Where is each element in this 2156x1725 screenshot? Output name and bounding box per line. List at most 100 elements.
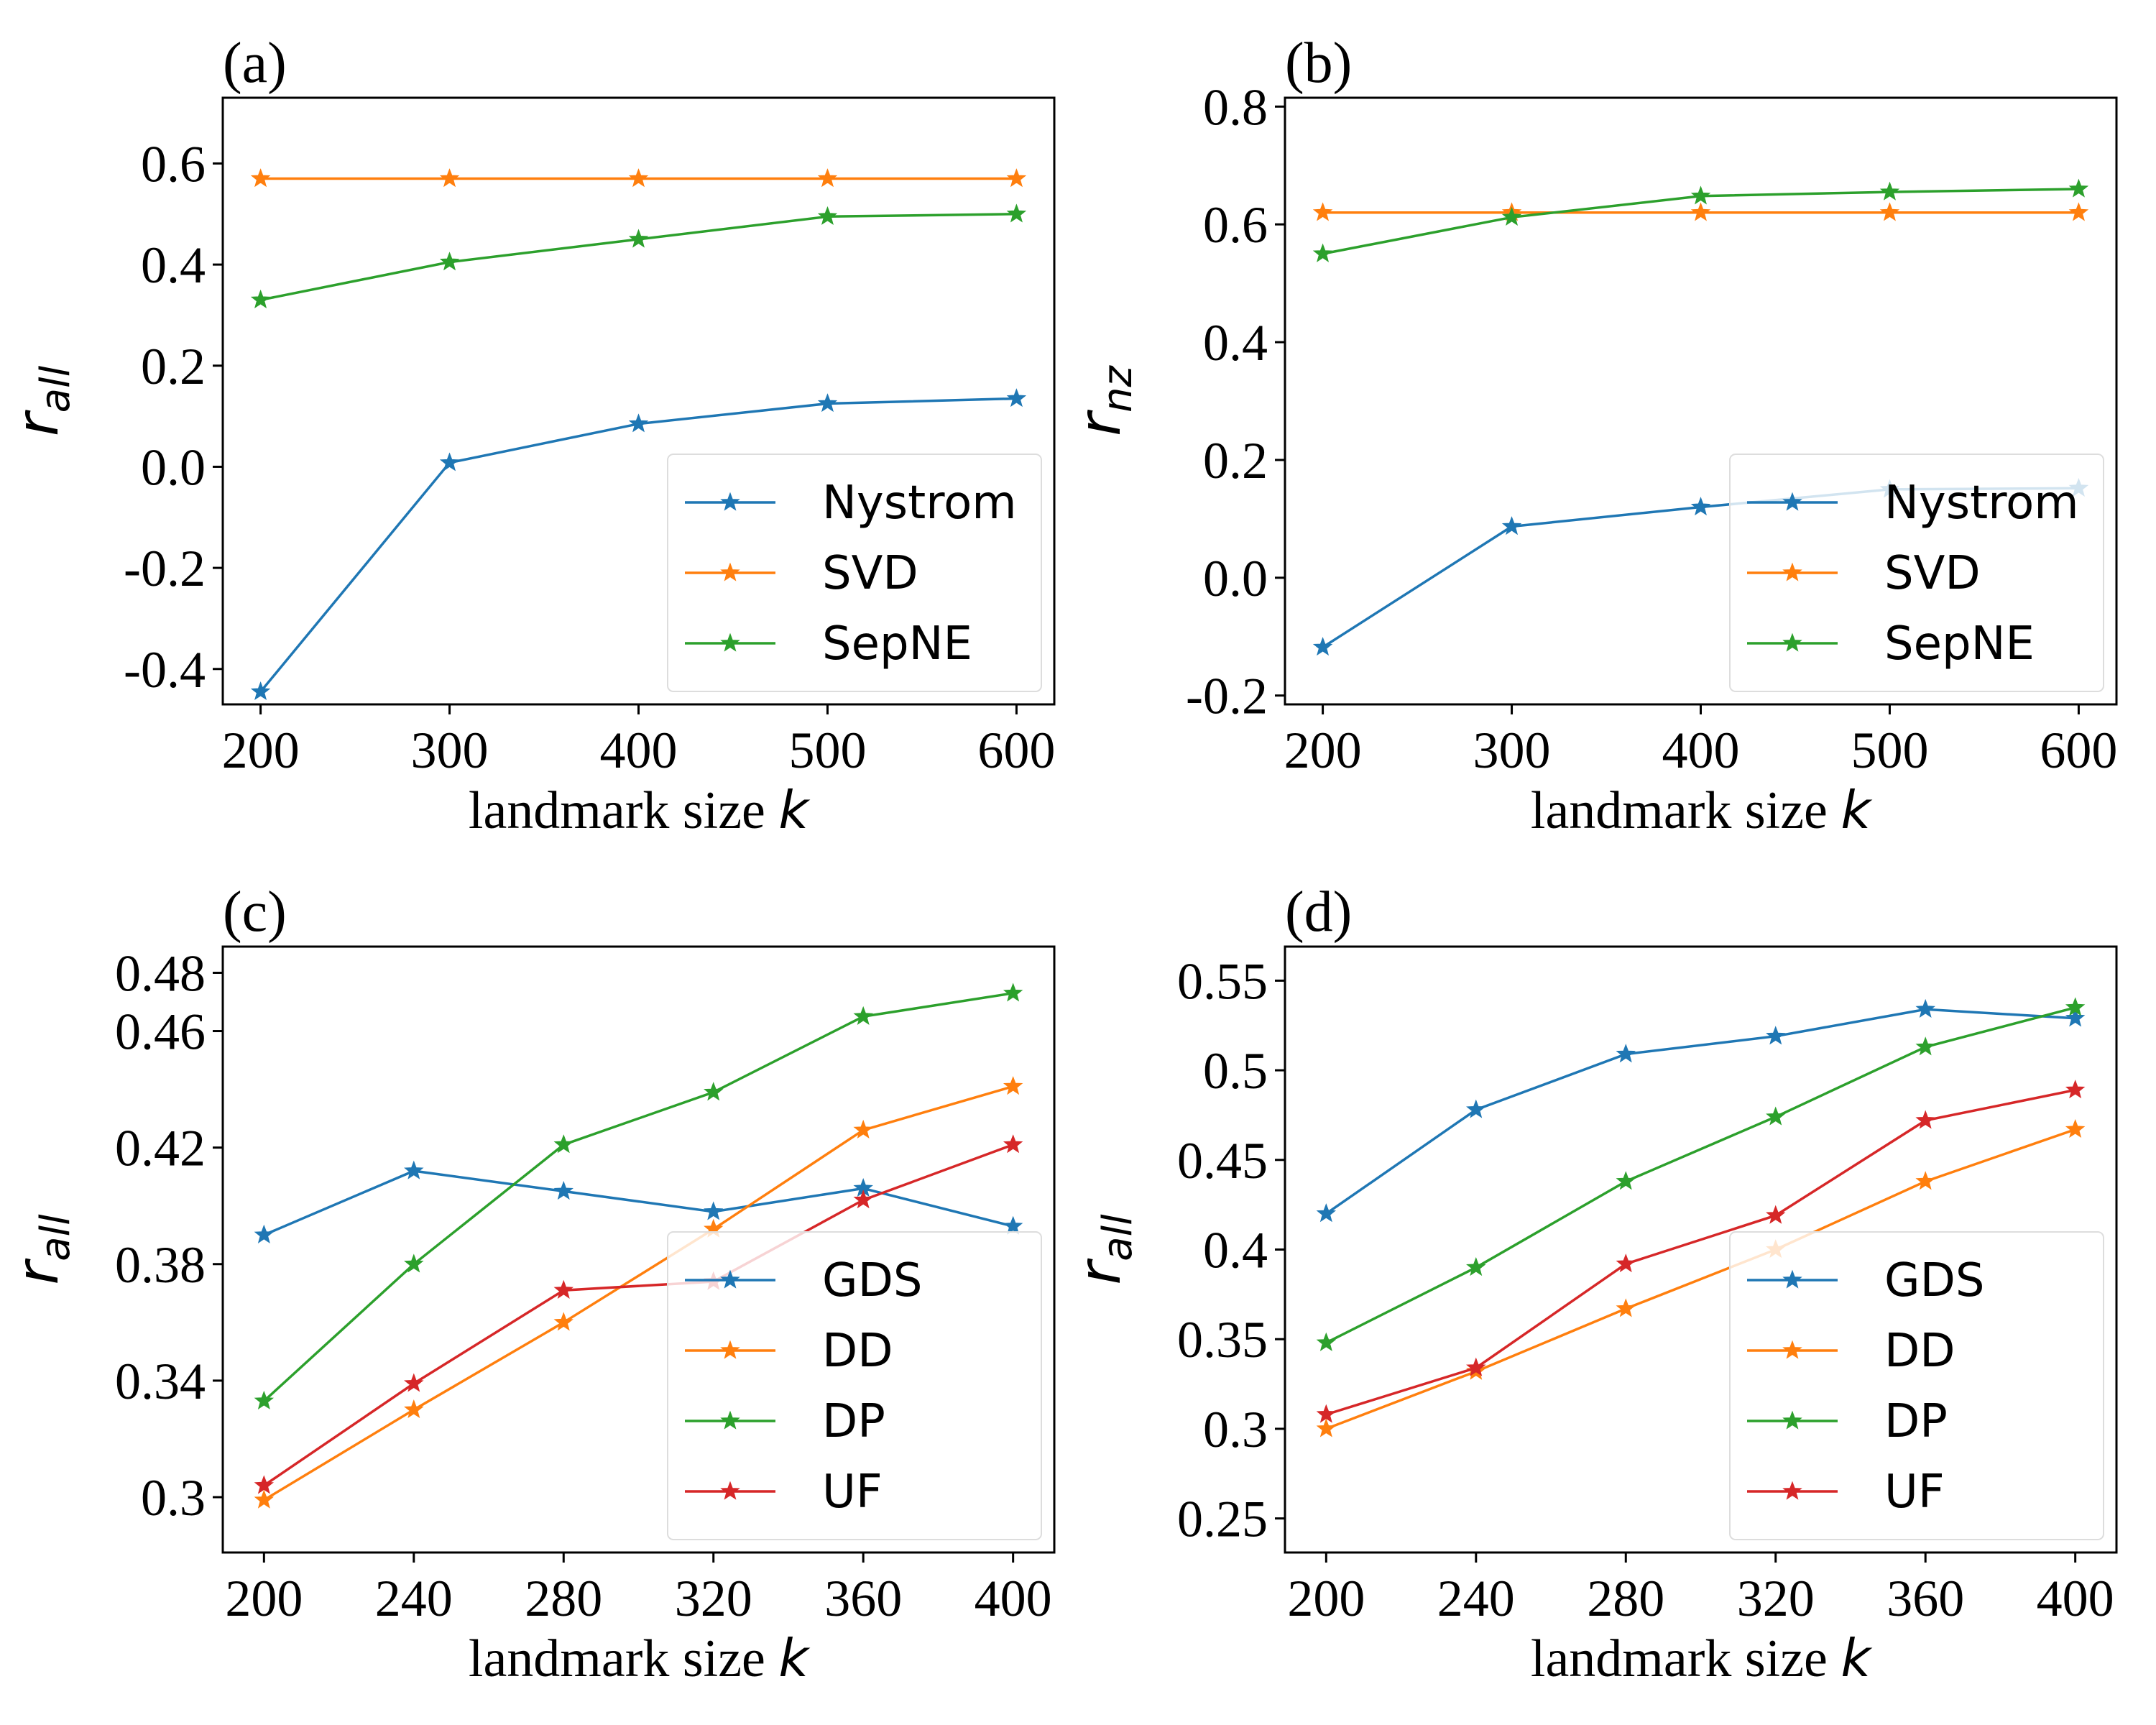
data-point bbox=[404, 1373, 424, 1392]
y-tick-label: 0.4 bbox=[1203, 1222, 1268, 1279]
x-tick-label: 200 bbox=[222, 722, 300, 779]
data-point bbox=[1466, 1357, 1486, 1376]
x-tick-label: 200 bbox=[1284, 722, 1362, 779]
data-point bbox=[254, 1475, 275, 1494]
y-tick-label: 0.34 bbox=[115, 1353, 206, 1410]
legend-marker bbox=[720, 1481, 740, 1500]
y-tick-label: 0.25 bbox=[1177, 1491, 1268, 1548]
y-tick-label: 0.4 bbox=[141, 236, 206, 294]
y-tick-label: 0.48 bbox=[115, 944, 206, 1002]
y-axis-label: rnz bbox=[1067, 365, 1141, 436]
legend-label: SVD bbox=[1884, 547, 1981, 600]
data-point bbox=[817, 393, 838, 413]
series-line bbox=[1325, 1088, 2076, 1416]
legend-marker bbox=[1782, 632, 1802, 652]
data-point bbox=[1766, 1205, 1786, 1224]
data-point bbox=[1003, 1215, 1023, 1235]
series-uf bbox=[254, 1134, 1023, 1494]
x-axis-label: landmark size k bbox=[1531, 1628, 1874, 1688]
legend-marker bbox=[1782, 1269, 1802, 1289]
data-point bbox=[1915, 998, 1935, 1018]
data-point bbox=[817, 206, 838, 225]
y-tick-label: 0.5 bbox=[1203, 1042, 1268, 1100]
data-point bbox=[1006, 168, 1027, 188]
data-point bbox=[1915, 1036, 1935, 1056]
series-sepne bbox=[250, 203, 1027, 309]
legend-label: UF bbox=[1884, 1466, 1945, 1519]
series-line bbox=[263, 1085, 1014, 1501]
data-point bbox=[1501, 206, 1522, 226]
data-point bbox=[250, 289, 271, 309]
data-point bbox=[1616, 1171, 1636, 1190]
data-point bbox=[254, 1489, 275, 1509]
panel-a: (a) 200 300 400 500 600 -0.4 -0.2 0.0 0.2 0.4 0.6 la… bbox=[4, 32, 1056, 840]
data-point bbox=[1312, 202, 1333, 221]
legend-label: DP bbox=[822, 1395, 885, 1448]
data-point bbox=[404, 1160, 424, 1179]
x-tick-label: 400 bbox=[2037, 1570, 2114, 1627]
y-axis-label: rall bbox=[1067, 1214, 1141, 1285]
data-point bbox=[1690, 185, 1711, 205]
data-point bbox=[2065, 997, 2086, 1016]
data-point bbox=[1316, 1332, 1337, 1351]
y-tick-label: 0.6 bbox=[1203, 196, 1268, 254]
y-tick-label: 0.0 bbox=[1203, 550, 1268, 607]
legend-box bbox=[1729, 454, 2104, 692]
data-point bbox=[1616, 1044, 1636, 1063]
legend-label: DD bbox=[1884, 1325, 1955, 1378]
data-point bbox=[553, 1279, 573, 1299]
y-axis-label: rall bbox=[4, 365, 79, 436]
legend-label: SepNE bbox=[1884, 617, 2035, 671]
y-tick-label: 0.2 bbox=[141, 338, 206, 395]
data-point bbox=[853, 1190, 873, 1209]
legend-label: Nystrom bbox=[1884, 477, 2079, 530]
x-tick-label: 360 bbox=[824, 1570, 902, 1627]
series-gds bbox=[1316, 998, 2086, 1223]
x-tick-label: 500 bbox=[788, 722, 866, 779]
legend-label: DP bbox=[1884, 1395, 1948, 1448]
data-point bbox=[1316, 1418, 1337, 1438]
x-tick-label: 200 bbox=[225, 1570, 303, 1627]
series-line bbox=[1325, 1006, 2076, 1344]
data-point bbox=[2065, 1118, 2086, 1138]
legend: GDS DD DP UF bbox=[1729, 1231, 2104, 1540]
legend-label: GDS bbox=[1884, 1254, 1985, 1307]
series-line bbox=[1325, 1008, 2076, 1215]
x-tick-label: 200 bbox=[1287, 1570, 1365, 1627]
data-point bbox=[2065, 1080, 2086, 1099]
data-point bbox=[1915, 1110, 1935, 1129]
legend-box bbox=[667, 454, 1042, 692]
data-point bbox=[250, 681, 271, 701]
data-point bbox=[553, 1180, 573, 1200]
x-tick-label: 300 bbox=[1473, 722, 1551, 779]
data-point bbox=[1316, 1203, 1337, 1223]
series-gds bbox=[254, 1160, 1023, 1243]
legend-marker bbox=[720, 1340, 740, 1359]
legend-marker bbox=[1782, 1410, 1802, 1430]
legend: Nystrom SVD SepNE bbox=[1729, 454, 2104, 692]
x-tick-label: 400 bbox=[600, 722, 678, 779]
data-point bbox=[1466, 1099, 1486, 1118]
y-tick-label: -0.2 bbox=[1186, 668, 1268, 725]
data-point bbox=[1766, 1026, 1786, 1045]
y-tick-label: 0.2 bbox=[1203, 432, 1268, 489]
x-tick-label: 240 bbox=[1437, 1570, 1515, 1627]
data-point bbox=[254, 1390, 275, 1409]
series-dp bbox=[1316, 997, 2086, 1351]
panel-b: (b) 200 300 400 500 600 -0.2 0.0 0.2 0.4 0.6 0.8 lan… bbox=[1067, 32, 2118, 840]
data-point bbox=[1466, 1256, 1486, 1276]
data-point bbox=[1006, 388, 1027, 408]
y-tick-label: -0.2 bbox=[124, 540, 206, 597]
data-point bbox=[704, 1201, 724, 1220]
data-point bbox=[1616, 1298, 1636, 1317]
x-axis-label: landmark size k bbox=[1531, 780, 1874, 840]
series-svd bbox=[1312, 202, 2089, 221]
y-tick-label: -0.4 bbox=[124, 641, 206, 699]
data-point bbox=[1316, 1404, 1337, 1423]
data-point bbox=[1501, 516, 1522, 535]
data-point bbox=[628, 229, 649, 248]
axes-frame bbox=[221, 945, 1056, 1554]
x-tick-label: 600 bbox=[977, 722, 1055, 779]
x-tick-label: 500 bbox=[1851, 722, 1928, 779]
data-point bbox=[853, 1006, 873, 1025]
